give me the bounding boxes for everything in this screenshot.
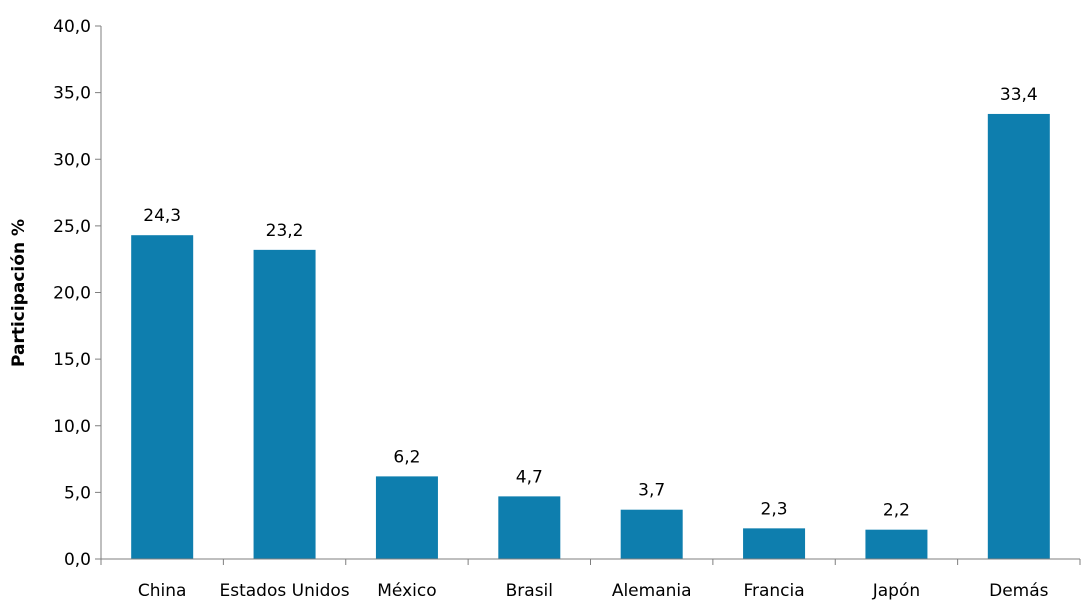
y-tick-label: 40,0 [53, 17, 91, 37]
x-tick-label: Japón [872, 581, 920, 601]
y-axis-ticks: 0,0 5,0 10,0 15,0 20,0 25,0 30,0 35,0 40,0 [53, 17, 101, 570]
x-axis-labels: China Estados Unidos México Brasil Alemania F… [100, 559, 1081, 601]
x-tick-label: Alemania [612, 581, 692, 601]
data-label: 2,3 [761, 499, 788, 519]
bars [131, 113, 1050, 560]
data-label: 2,2 [883, 501, 910, 521]
bar [987, 113, 1050, 559]
data-label: 24,3 [143, 206, 181, 226]
data-label: 23,2 [266, 221, 304, 241]
bar [375, 476, 438, 559]
bar [253, 249, 316, 560]
y-tick-label: 0,0 [64, 550, 91, 570]
bar [743, 528, 806, 559]
x-tick-label: Estados Unidos [220, 581, 350, 601]
bar [498, 496, 561, 559]
y-tick-label: 5,0 [64, 483, 91, 503]
data-label: 33,4 [1000, 85, 1038, 105]
y-axis-title: Participación % [9, 219, 29, 367]
y-tick-label: 15,0 [53, 350, 91, 370]
bar [865, 529, 928, 559]
data-label: 6,2 [393, 447, 420, 467]
y-tick-label: 35,0 [53, 84, 91, 104]
x-tick-label: Francia [743, 581, 804, 601]
data-labels: 24,3 23,2 6,2 4,7 3,7 2,3 2,2 33,4 [143, 85, 1037, 521]
data-label: 3,7 [638, 481, 665, 501]
x-tick-label: México [377, 581, 436, 601]
y-tick-label: 30,0 [53, 150, 91, 170]
y-tick-label: 20,0 [53, 284, 91, 304]
x-tick-label: Brasil [506, 581, 553, 601]
y-tick-label: 10,0 [53, 417, 91, 437]
bar [131, 235, 194, 559]
x-tick-label: China [138, 581, 187, 601]
bar [620, 509, 683, 559]
data-label: 4,7 [516, 467, 543, 487]
y-tick-label: 25,0 [53, 217, 91, 237]
x-tick-label: Demás [989, 581, 1049, 601]
